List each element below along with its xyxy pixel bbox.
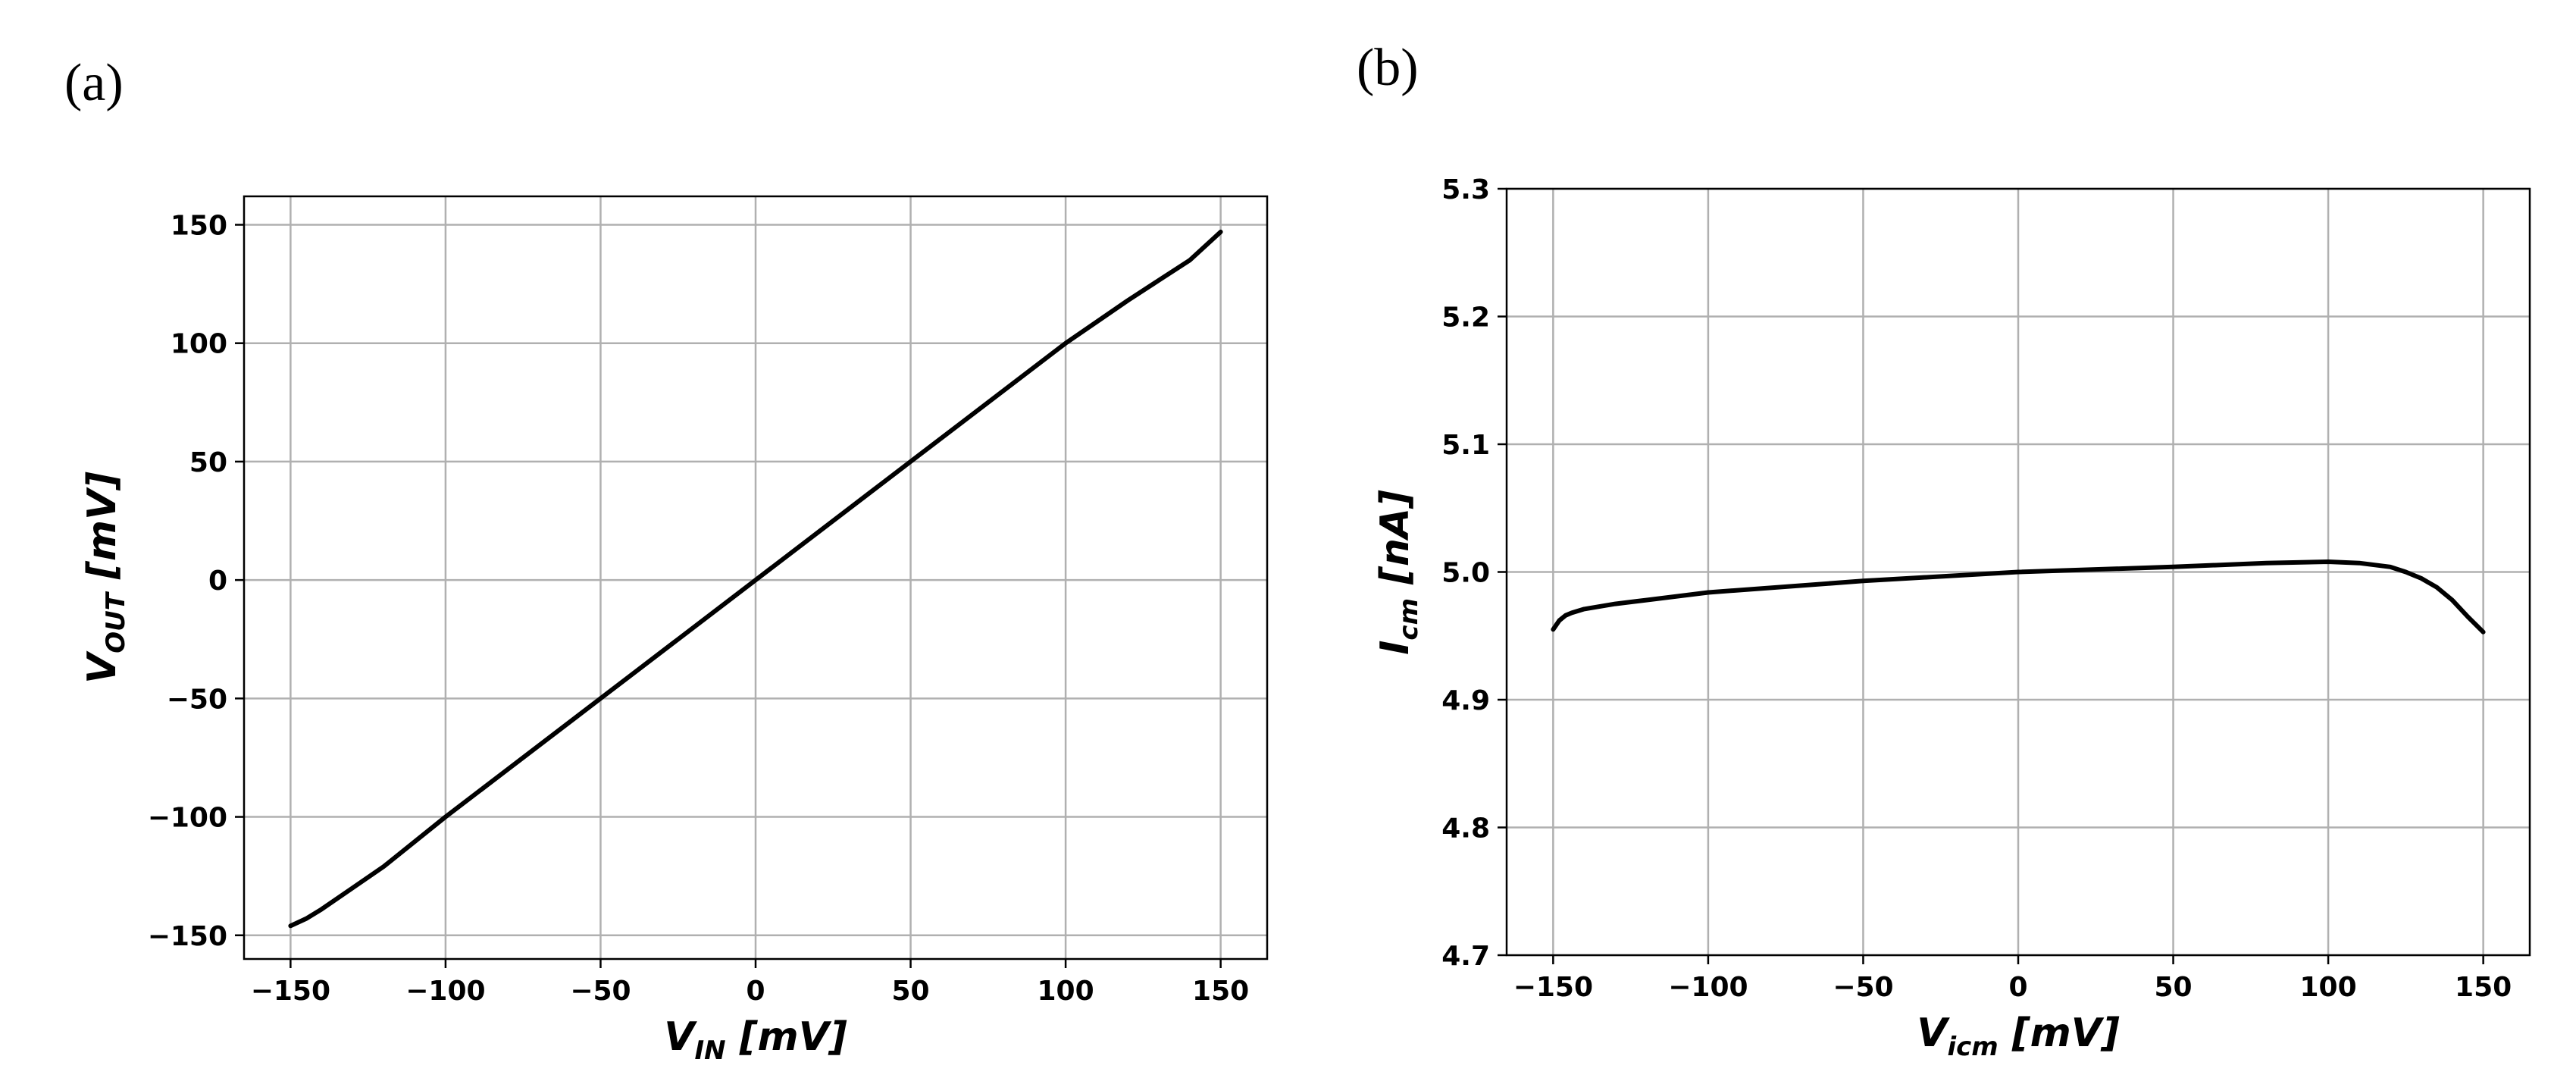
panel-b-y-tick-label: 4.9 — [1441, 685, 1490, 716]
panel-a: (a) −150 −100 −50 0 50 100 150 −150 −100 −50 0 50 10… — [64, 54, 1269, 1066]
panel-b-x-tick-label: 100 — [2300, 972, 2357, 1003]
panel-b-x-tick-label: −150 — [1513, 972, 1593, 1003]
panel-a-y-axis-title: VOUT [mV] — [80, 472, 131, 684]
panel-a-x-tick-label: 100 — [1038, 976, 1094, 1007]
panel-b-y-axis-title: Icm [nA] — [1373, 490, 1424, 655]
panel-a-y-tick-label: −50 — [167, 684, 227, 715]
panel-a-x-tick-label: −50 — [570, 976, 631, 1007]
panel-b: (b) −150 −100 −50 0 50 100 150 4.7 4.8 4.9 5.0 5.1 5… — [1357, 39, 2531, 1062]
panel-b-x-tick-label: −50 — [1833, 972, 1893, 1003]
panel-a-series — [288, 229, 1223, 929]
panel-b-y-tick-label: 5.1 — [1441, 430, 1490, 461]
panel-b-y-tick-label: 5.0 — [1441, 558, 1490, 589]
panel-b-series-line — [1551, 559, 2486, 635]
panel-a-y-tick-label: −150 — [148, 921, 227, 952]
panel-b-y-tick-label: 4.7 — [1441, 941, 1490, 972]
panel-b-x-tick-label: 150 — [2455, 972, 2512, 1003]
panel-b-y-tick-label: 4.8 — [1441, 813, 1490, 845]
panel-a-ticks — [235, 224, 1222, 968]
panel-b-x-tick-label: −100 — [1668, 972, 1748, 1003]
panel-a-x-tick-label: −150 — [251, 976, 330, 1007]
panel-a-x-tick-label: −100 — [405, 976, 485, 1007]
panel-a-x-axis-title: VIN [mV] — [664, 1014, 847, 1066]
panel-a-x-tick-label: 150 — [1192, 976, 1249, 1007]
panel-a-label: (a) — [64, 54, 124, 112]
panel-b-x-axis-title: Vicm [mV] — [1917, 1011, 2120, 1062]
panel-b-ticks — [1498, 187, 2484, 964]
panel-b-x-tick-label: 0 — [2008, 972, 2027, 1003]
panel-b-label: (b) — [1357, 39, 1419, 97]
panel-b-x-tick-label: 50 — [2154, 972, 2192, 1003]
panel-b-tick-labels: −150 −100 −50 0 50 100 150 4.7 4.8 4.9 5.0 5.1 5.2 5.… — [1441, 174, 2512, 1003]
panel-a-y-tick-label: 100 — [171, 329, 227, 360]
panel-a-tick-labels: −150 −100 −50 0 50 100 150 −150 −100 −50 0 50 100 150 — [148, 210, 1250, 1007]
panel-a-x-tick-label: 50 — [891, 976, 929, 1007]
panel-a-y-tick-label: 0 — [208, 566, 227, 597]
panel-a-y-tick-label: 50 — [189, 447, 227, 478]
panel-b-series — [1551, 559, 2486, 635]
panel-a-grid — [244, 196, 1267, 959]
panel-a-y-tick-label: −100 — [148, 803, 227, 834]
panel-a-series-line — [288, 229, 1223, 929]
panel-b-y-tick-label: 5.3 — [1441, 174, 1490, 205]
panel-a-y-tick-label: 150 — [171, 210, 227, 241]
panel-a-x-tick-label: 0 — [746, 976, 765, 1007]
panel-b-y-tick-label: 5.2 — [1441, 302, 1490, 334]
